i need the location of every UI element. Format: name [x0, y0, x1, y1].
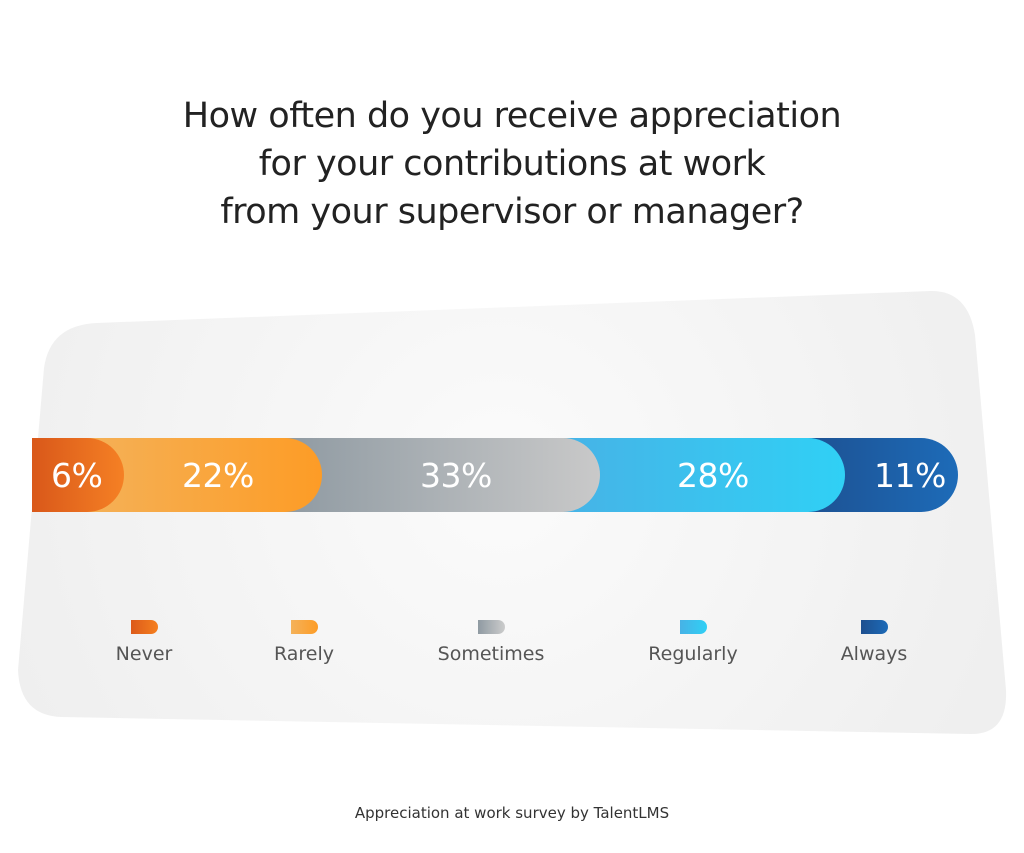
- legend-item-rarely: Rarely: [224, 620, 384, 665]
- legend-swatch-never: [130, 620, 158, 634]
- bar-label-rarely: 22%: [182, 455, 254, 495]
- title-line-3: from your supervisor or manager?: [220, 192, 804, 232]
- legend-label-never: Never: [115, 643, 173, 665]
- legend-label-always: Always: [840, 643, 908, 665]
- bar-label-regularly: 28%: [677, 455, 749, 495]
- legend-item-sometimes: Sometimes: [411, 620, 571, 665]
- legend-item-always: Always: [794, 620, 954, 665]
- stacked-bar: 11% 28% 33% 22% 6%: [32, 438, 958, 512]
- legend-label-regularly: Regularly: [648, 643, 738, 665]
- bar-label-never: 6%: [51, 455, 103, 495]
- bar-segment-never: 6%: [32, 438, 124, 512]
- bar-segment-sometimes: 33%: [282, 438, 600, 512]
- legend-swatch-always: [860, 620, 888, 634]
- bar-label-always: 11%: [874, 455, 946, 495]
- chart-title: How often do you receive appreciation fo…: [0, 92, 1024, 236]
- legend-swatch-regularly: [679, 620, 707, 634]
- bar-segment-regularly: 28%: [552, 438, 845, 512]
- legend-item-regularly: Regularly: [613, 620, 773, 665]
- title-line-2: for your contributions at work: [258, 144, 766, 184]
- source-caption: Appreciation at work survey by TalentLMS: [354, 804, 670, 822]
- legend-label-sometimes: Sometimes: [437, 643, 545, 665]
- bar-label-sometimes: 33%: [420, 455, 492, 495]
- legend-swatch-rarely: [290, 620, 318, 634]
- legend-swatch-sometimes: [477, 620, 505, 634]
- legend-label-rarely: Rarely: [273, 643, 335, 665]
- title-line-1: How often do you receive appreciation: [182, 96, 842, 136]
- legend-item-never: Never: [64, 620, 224, 665]
